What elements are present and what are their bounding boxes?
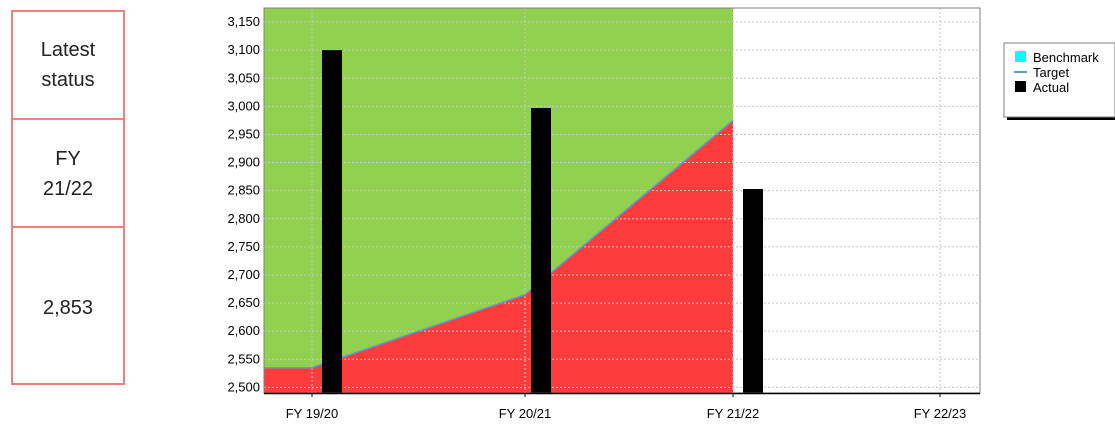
x-tick-label: FY 19/20	[286, 406, 339, 421]
y-tick-label: 3,000	[227, 98, 260, 113]
latest-status-panel: Latest status FY 21/22 2,853	[11, 10, 125, 385]
below-target-region	[264, 120, 733, 394]
y-tick-label: 2,900	[227, 155, 260, 170]
y-tick-label: 2,750	[227, 239, 260, 254]
actual-bar	[322, 50, 342, 393]
actual-bar	[531, 108, 551, 393]
latest-status-value: 2,853	[13, 226, 123, 387]
legend-label-actual: Actual	[1033, 80, 1069, 95]
y-tick-label: 2,600	[227, 323, 260, 338]
y-tick-label: 2,950	[227, 126, 260, 141]
target-line	[264, 119, 734, 369]
chart-canvas: 3,150 3,100 3,050 3,000 2,950 2,900 2,850 2,800…	[227, 7, 1115, 421]
y-tick-label: 3,150	[227, 14, 260, 29]
y-tick-label: 2,650	[227, 295, 260, 310]
y-tick-label: 3,100	[227, 42, 260, 57]
latest-status-heading: Latest status	[13, 12, 123, 118]
y-tick-label: 2,500	[227, 379, 260, 394]
legend-swatch-actual	[1015, 81, 1026, 92]
latest-status-period-text: FY 21/22	[42, 148, 94, 200]
y-tick-label: 2,850	[227, 183, 260, 198]
y-tick-label: 2,700	[227, 267, 260, 282]
y-tick-label: 3,050	[227, 70, 260, 85]
y-tick-label: 2,800	[227, 211, 260, 226]
chart-title-fragment	[175, 0, 995, 9]
latest-status-period: FY 21/22	[13, 118, 123, 228]
x-tick-label: FY 22/23	[914, 406, 967, 421]
legend-label-benchmark: Benchmark	[1033, 50, 1099, 65]
y-tick-label: 2,550	[227, 351, 260, 366]
legend-label-target: Target	[1033, 65, 1070, 80]
actual-bar	[743, 188, 763, 393]
x-tick-label: FY 20/21	[499, 406, 552, 421]
legend-swatch-benchmark	[1015, 51, 1026, 62]
latest-status-value-text: 2,853	[42, 296, 94, 319]
latest-status-heading-text: Latest status	[40, 39, 96, 91]
x-tick-label: FY 21/22	[707, 406, 760, 421]
performance-chart: 3,150 3,100 3,050 3,000 2,950 2,900 2,850 2,800…	[180, 0, 1115, 425]
